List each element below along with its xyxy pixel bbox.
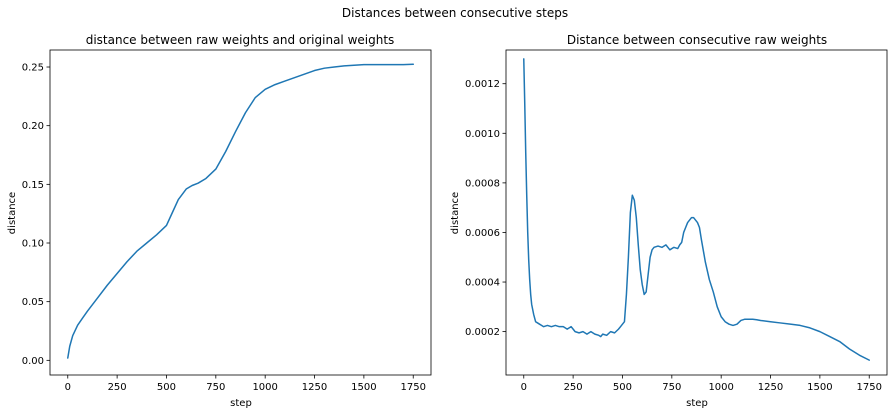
- right-x-tick-label: 1000: [708, 382, 733, 393]
- right-plot-frame: [505, 49, 888, 376]
- left-x-tick-label: 0: [65, 382, 71, 393]
- left-chart-title: distance between raw weights and origina…: [86, 33, 395, 47]
- right-y-tick-label: 0.0010: [465, 129, 500, 140]
- left-x-tick-label: 1750: [401, 382, 426, 393]
- left-x-tick-label: 750: [206, 382, 225, 393]
- left-y-tick-label: 0.10: [22, 239, 44, 250]
- left-x-tick-label: 250: [108, 382, 127, 393]
- left-plot-frame: [49, 49, 432, 376]
- right-y-tick-label: 0.0002: [465, 327, 500, 338]
- left-y-tick-label: 0.00: [22, 356, 44, 367]
- left-y-tick-label: 0.25: [22, 63, 44, 74]
- left-y-tick-label: 0.15: [22, 180, 44, 191]
- right-x-tick-label: 500: [613, 382, 632, 393]
- right-y-tick-label: 0.0008: [465, 178, 500, 189]
- left-y-tick-label: 0.05: [22, 297, 44, 308]
- left-series-line-0: [67, 63, 414, 359]
- right-x-tick-label: 250: [564, 382, 583, 393]
- left-x-tick-label: 1500: [351, 382, 376, 393]
- right-x-axis-label: step: [686, 398, 708, 409]
- right-x-tick-label: 0: [521, 382, 527, 393]
- panel-left: distance between raw weights and origina…: [7, 33, 432, 409]
- right-y-tick-label: 0.0004: [465, 278, 500, 289]
- right-x-tick-label: 750: [662, 382, 681, 393]
- right-x-tick-label: 1750: [857, 382, 882, 393]
- right-y-tick-label: 0.0006: [465, 228, 500, 239]
- right-x-tick-label: 1250: [758, 382, 783, 393]
- left-x-axis-label: step: [230, 398, 252, 409]
- left-x-tick-label: 500: [157, 382, 176, 393]
- left-y-axis-label: distance: [7, 192, 18, 234]
- right-chart-title: Distance between consecutive raw weights: [567, 33, 827, 47]
- right-y-tick-label: 0.0012: [465, 79, 500, 90]
- panel-right: Distance between consecutive raw weights…: [450, 33, 888, 409]
- left-x-tick-label: 1250: [302, 382, 327, 393]
- right-y-axis-label: distance: [450, 192, 461, 234]
- figure-suptitle: Distances between consecutive steps: [342, 6, 568, 20]
- left-y-tick-label: 0.20: [22, 121, 44, 132]
- right-series-line-0: [523, 58, 870, 361]
- left-x-tick-label: 1000: [252, 382, 277, 393]
- right-x-tick-label: 1500: [807, 382, 832, 393]
